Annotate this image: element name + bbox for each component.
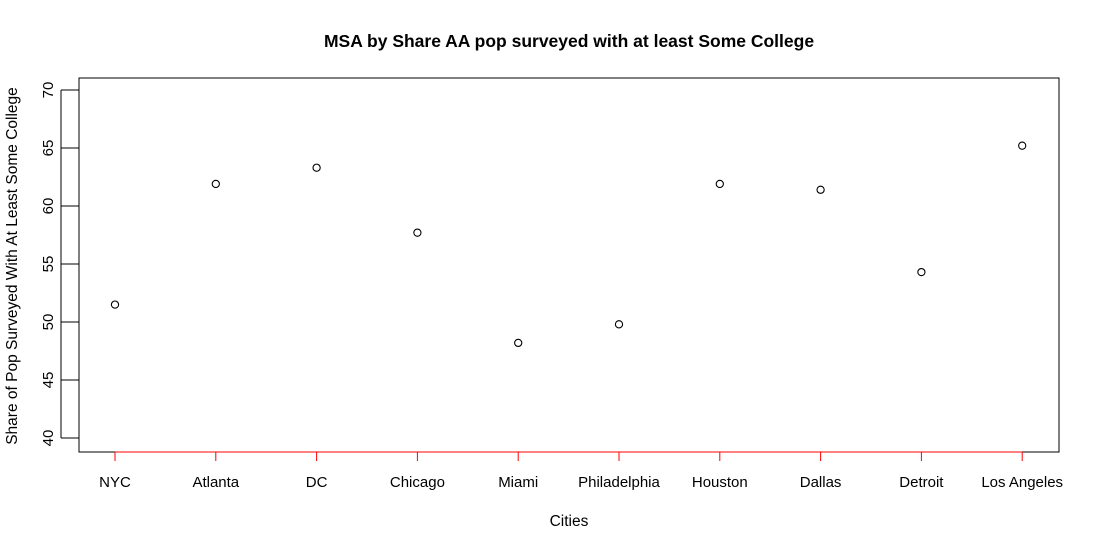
y-tick-label: 60 xyxy=(40,198,57,215)
x-tick-label: Dallas xyxy=(800,474,842,491)
x-tick-label: DC xyxy=(306,474,328,491)
data-point xyxy=(917,267,926,277)
y-tick-label: 70 xyxy=(40,82,57,99)
x-axis-label: Cities xyxy=(550,513,589,530)
y-axis: 40 45 50 55 60 65 70 xyxy=(40,82,79,447)
y-tick-label: 50 xyxy=(40,314,57,331)
data-point xyxy=(211,179,220,189)
y-tick-label: 45 xyxy=(40,372,57,389)
x-tick-label: Philadelphia xyxy=(578,474,660,491)
data-point xyxy=(1018,141,1027,150)
y-tick-label: 55 xyxy=(40,256,57,273)
x-tick-label: Los Angeles xyxy=(981,474,1063,491)
y-tick-label: 65 xyxy=(40,140,57,157)
chart-title: MSA by Share AA pop surveyed with at lea… xyxy=(324,31,814,51)
data-point xyxy=(614,320,624,329)
x-tick-label: Miami xyxy=(498,474,538,491)
y-tick-label: 40 xyxy=(40,430,57,447)
data-point xyxy=(312,163,321,172)
x-tick-label: NYC xyxy=(99,474,131,491)
data-point xyxy=(715,179,724,189)
plot-area-frame xyxy=(78,77,1060,453)
data-point xyxy=(514,338,523,348)
x-tick-label: Chicago xyxy=(390,474,445,491)
x-axis: NYC Atlanta DC Chicago Miami Philadelphia Hous… xyxy=(99,451,1063,491)
x-tick-label: Atlanta xyxy=(192,474,239,491)
y-axis-label: Share of Pop Surveyed With At Least Some… xyxy=(4,87,21,445)
data-point xyxy=(110,300,120,309)
data-point xyxy=(816,185,825,194)
x-tick-label: Detroit xyxy=(899,474,944,491)
data-points xyxy=(110,141,1027,348)
x-tick-label: Houston xyxy=(692,474,748,491)
data-point xyxy=(413,228,422,237)
